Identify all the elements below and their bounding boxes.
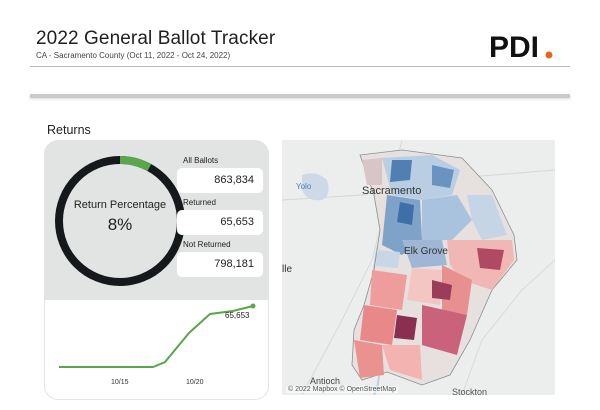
precinct-region: [432, 280, 452, 300]
header-divider: [30, 66, 570, 67]
precinct-region: [382, 345, 422, 380]
return-percentage-label: Return Percentage: [73, 199, 167, 211]
stat-label-not-returned: Not Returned: [183, 240, 231, 249]
county-map[interactable]: Yolo Sacramento Elk Grove lle Antioch St…: [282, 140, 555, 395]
logo-text: PDI: [489, 31, 539, 62]
precinct-region: [402, 240, 447, 268]
stat-label-all-ballots: All Ballots: [183, 156, 219, 165]
precinct-region: [467, 195, 507, 240]
x-tick-10-15: 10/15: [111, 379, 129, 386]
ring-progress-arc: [119, 156, 152, 172]
map-label-antioch: Antioch: [310, 376, 340, 386]
return-percentage-value: 8%: [107, 215, 133, 234]
map-label-elk-grove: Elk Grove: [404, 246, 448, 257]
trend-line: [59, 305, 254, 368]
x-tick-10-20: 10/20: [186, 379, 204, 386]
precinct-region: [394, 315, 417, 340]
trend-end-label: 65,653: [225, 311, 250, 320]
map-label-stockton: Stockton: [452, 387, 487, 395]
map-label-lle: lle: [282, 264, 292, 275]
header: 2022 General Ballot Tracker CA - Sacrame…: [0, 0, 600, 70]
precinct-region: [477, 248, 504, 270]
map-water: [302, 173, 329, 201]
precinct-region: [360, 305, 397, 345]
stat-value-all-ballots: 863,834: [177, 168, 263, 193]
toolbar-band: [30, 94, 570, 98]
precinct-region: [354, 340, 384, 378]
stat-value-not-returned: 798,181: [177, 252, 263, 277]
map-road: [461, 259, 555, 395]
precinct-region: [390, 160, 412, 182]
pdi-logo: PDI: [489, 31, 553, 62]
returns-section-label: Returns: [47, 123, 91, 137]
precinct-region: [370, 270, 407, 310]
page-subtitle: CA - Sacramento County (Oct 11, 2022 - O…: [36, 51, 231, 60]
precinct-region: [362, 158, 382, 185]
map-label-yolo: Yolo: [296, 182, 312, 191]
precinct-region: [442, 265, 472, 315]
precinct-region: [432, 165, 454, 188]
precinct-region: [397, 202, 414, 225]
precinct-region: [376, 250, 400, 268]
map-attribution[interactable]: © 2022 Mapbox © OpenStreetMap: [286, 386, 398, 393]
trend-svg: 65,653 10/15 10/20: [59, 303, 256, 386]
precinct-region: [422, 305, 467, 355]
trend-end-point: [250, 303, 256, 309]
returns-trend-chart: 65,653 10/15 10/20: [44, 300, 269, 400]
stat-value-returned: 65,653: [177, 210, 263, 235]
page-title: 2022 General Ballot Tracker: [36, 28, 276, 49]
map-label-sacramento: Sacramento: [362, 185, 421, 197]
logo-dot: [545, 51, 553, 59]
stat-label-returned: Returned: [183, 198, 216, 207]
map-svg: Yolo Sacramento Elk Grove lle Antioch St…: [282, 140, 555, 395]
precinct-region: [422, 195, 472, 240]
